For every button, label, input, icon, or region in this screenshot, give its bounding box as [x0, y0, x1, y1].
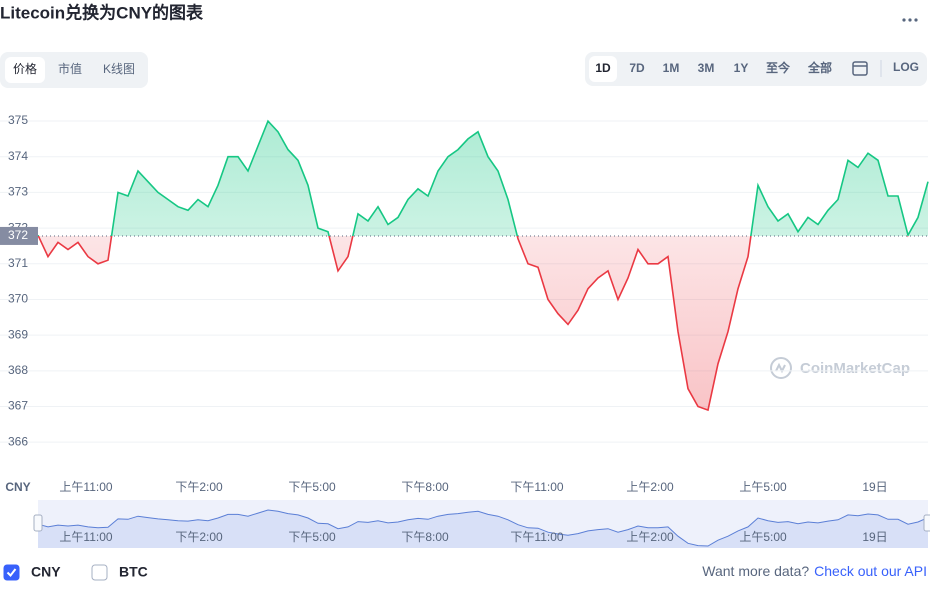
check-mark — [6, 568, 17, 578]
range-group — [585, 52, 927, 86]
navigator-handle[interactable] — [33, 514, 43, 532]
y-tick-label: 367 — [8, 399, 28, 413]
navigator-tick-label: 下午11:00 — [510, 530, 563, 544]
baseline-tag — [0, 226, 38, 245]
footer: Want more data? Check out our API — [702, 563, 927, 579]
x-tick-label: 上午11:00 — [59, 480, 112, 494]
area-down — [38, 235, 928, 411]
y-tick-label: 375 — [8, 113, 28, 127]
navigator-tick-label: 上午5:00 — [739, 530, 787, 544]
x-tick-label: 上午2:00 — [626, 480, 674, 494]
range-button[interactable]: 1Y — [734, 61, 749, 75]
footer-text: Want more data? — [702, 563, 809, 579]
api-link[interactable]: Check out our API — [814, 563, 927, 579]
range-button[interactable]: 全部 — [807, 60, 832, 75]
legend-label[interactable]: CNY — [31, 564, 61, 580]
range-button[interactable]: 至今 — [766, 60, 791, 75]
x-tick-label: 下午5:00 — [288, 480, 336, 494]
legend-checkbox[interactable] — [3, 564, 20, 581]
range-active — [589, 56, 617, 82]
navigator-tick-label: 19日 — [862, 530, 887, 544]
y-tick-label: 371 — [8, 256, 28, 270]
legend-checkbox[interactable] — [91, 564, 108, 581]
calendar-icon[interactable] — [852, 61, 868, 76]
tab[interactable]: 市值 — [58, 61, 82, 76]
range-button[interactable]: 3M — [698, 61, 715, 75]
title: Litecoin兑换为CNY的图表 — [0, 2, 204, 22]
area-up — [38, 121, 928, 236]
x-tick-label: 上午5:00 — [739, 480, 787, 494]
navigator-tick-label: 下午2:00 — [175, 530, 223, 544]
navigator-tick-label: 上午11:00 — [59, 530, 112, 544]
range-button[interactable]: 1M — [663, 61, 680, 75]
y-tick-label: 373 — [8, 185, 28, 199]
tab[interactable]: 价格 — [13, 61, 37, 76]
y-tick-label: 370 — [8, 292, 28, 306]
y-tick-label: 368 — [8, 363, 28, 377]
x-tick-label: 下午11:00 — [510, 480, 563, 494]
navigator-area — [38, 510, 928, 548]
menu-icon[interactable] — [902, 18, 918, 22]
line-up — [37, 119, 929, 236]
navigator-handle[interactable] — [923, 514, 930, 532]
navigator-tick-label: 下午8:00 — [401, 530, 449, 544]
watermark-icon — [770, 357, 792, 379]
watermark: CoinMarketCap — [800, 360, 910, 377]
x-tick-label: 下午8:00 — [401, 480, 449, 494]
x-unit-label: CNY — [5, 480, 30, 494]
navigator-tick-label: 下午5:00 — [288, 530, 336, 544]
y-tick-label: 374 — [8, 149, 28, 163]
y-tick-label: 369 — [8, 327, 28, 341]
range-button[interactable]: 1D — [595, 61, 611, 75]
x-tick-label: 19日 — [862, 480, 887, 494]
baseline-label: 372 — [8, 228, 28, 242]
navigator-tick-label: 上午2:00 — [626, 530, 674, 544]
legend-label[interactable]: BTC — [119, 564, 148, 580]
tab[interactable]: K线图 — [103, 62, 135, 76]
tab-active — [5, 57, 45, 83]
range-button[interactable]: 7D — [629, 61, 645, 75]
y-tick-label: 366 — [8, 434, 28, 448]
navigator-line — [37, 509, 929, 547]
log-button[interactable]: LOG — [893, 60, 919, 74]
x-tick-label: 下午2:00 — [175, 480, 223, 494]
